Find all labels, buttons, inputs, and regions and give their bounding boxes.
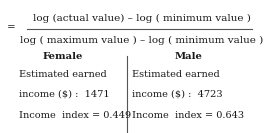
Text: income ($) :  1471: income ($) : 1471 bbox=[19, 90, 110, 99]
Text: income ($) :  4723: income ($) : 4723 bbox=[132, 90, 223, 99]
Text: log (actual value) – log ( minimum value ): log (actual value) – log ( minimum value… bbox=[33, 14, 251, 23]
Text: Income  index = 0.643: Income index = 0.643 bbox=[132, 111, 244, 120]
Text: =: = bbox=[7, 23, 16, 32]
Text: Estimated earned: Estimated earned bbox=[19, 70, 107, 79]
Text: Female: Female bbox=[43, 52, 83, 61]
Text: Male: Male bbox=[174, 52, 202, 61]
Text: log ( maximum value ) – log ( minimum value ): log ( maximum value ) – log ( minimum va… bbox=[20, 36, 264, 45]
Text: Estimated earned: Estimated earned bbox=[132, 70, 220, 79]
Text: Income  index = 0.449: Income index = 0.449 bbox=[19, 111, 131, 120]
